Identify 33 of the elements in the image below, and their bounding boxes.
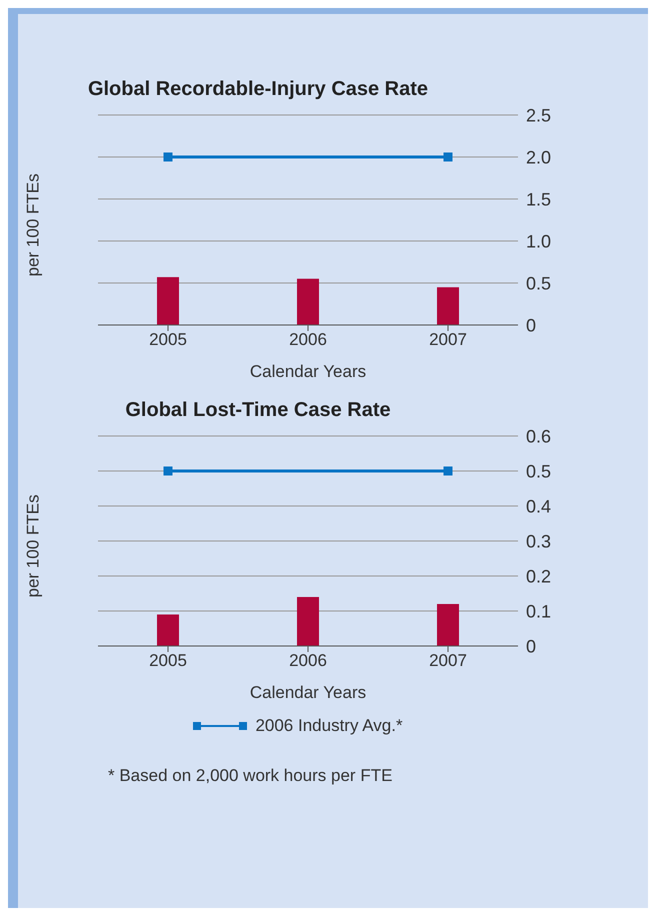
x-tick-label: 2007 xyxy=(429,651,467,670)
bar xyxy=(157,277,179,325)
text: * Based on 2,000 work hours per FTE xyxy=(108,766,394,786)
bar xyxy=(437,287,459,325)
y-tick-label: 1.5 xyxy=(526,189,552,210)
bar xyxy=(297,597,319,646)
chart-title: Global Lost-Time Case Rate xyxy=(124,399,392,422)
chart-title: Global Recordable-Injury Case Rate xyxy=(86,78,430,101)
y-axis-title: per 100 FTEs xyxy=(23,174,43,276)
y-tick-label: 0.6 xyxy=(526,426,552,446)
x-tick-label: 2007 xyxy=(429,330,467,350)
legend-label: 2006 Industry Avg.* xyxy=(255,716,403,736)
y-tick-label: 0.1 xyxy=(526,601,552,622)
y-tick-label: 0 xyxy=(526,636,536,656)
x-axis-title: Calendar Years xyxy=(250,362,366,381)
y-tick-label: 0 xyxy=(526,315,536,336)
bar xyxy=(437,604,459,646)
y-tick-label: 0.5 xyxy=(526,273,552,294)
y-tick-label: 0.4 xyxy=(526,496,552,516)
y-tick-label: 2.5 xyxy=(526,105,552,126)
x-tick-label: 2005 xyxy=(149,330,187,350)
x-tick-label: 2006 xyxy=(289,651,327,670)
bar xyxy=(157,614,179,646)
x-tick-label: 2006 xyxy=(289,330,327,350)
y-tick-label: 1.0 xyxy=(526,231,552,252)
x-axis-title: Calendar Years xyxy=(250,683,366,702)
bar xyxy=(297,278,319,325)
y-tick-label: 2.0 xyxy=(526,147,552,168)
y-tick-label: 0.2 xyxy=(526,566,552,586)
y-tick-label: 0.3 xyxy=(526,531,552,552)
y-axis-title: per 100 FTEs xyxy=(23,494,43,598)
y-tick-label: 0.5 xyxy=(526,461,552,482)
x-tick-label: 2005 xyxy=(149,651,187,670)
